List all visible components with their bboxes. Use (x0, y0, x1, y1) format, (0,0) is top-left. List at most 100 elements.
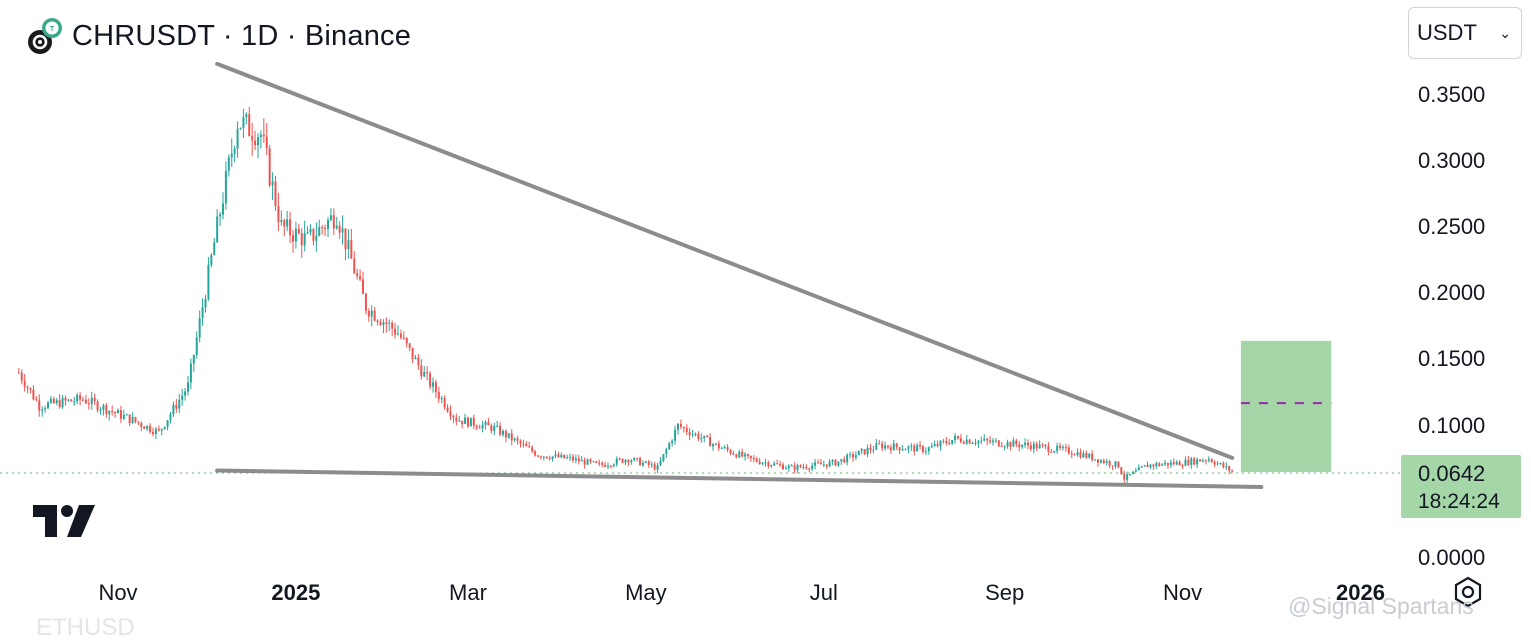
candle-body (17, 372, 20, 374)
candle-body (402, 337, 405, 339)
candle-body (420, 365, 423, 377)
candle-body (341, 228, 344, 233)
candle-body (1169, 462, 1172, 466)
price-tick-label: 0.1500 (1418, 346, 1486, 372)
candle-body (440, 398, 443, 400)
candle-body (1190, 458, 1193, 466)
candle-body (799, 465, 802, 468)
candle-body (484, 421, 487, 425)
candle-body (516, 438, 519, 441)
candle-body (697, 433, 700, 440)
candle-body (262, 134, 265, 137)
candle-body (1184, 459, 1187, 466)
candle-body (251, 136, 254, 141)
candle-body (694, 433, 697, 435)
candle-body (338, 225, 341, 233)
candle-body (29, 387, 32, 390)
candle-body (1164, 462, 1167, 465)
candle-body (207, 264, 210, 299)
candle-body (744, 454, 747, 457)
candle-body (128, 414, 131, 424)
candle-body (184, 391, 187, 396)
candle-body (1201, 460, 1204, 462)
trendline-upper[interactable] (215, 61, 1235, 460)
candle-body (962, 442, 965, 444)
candle-body (35, 399, 38, 401)
candle-body (1061, 447, 1064, 449)
candle-body (166, 420, 169, 427)
candle-body (776, 463, 779, 465)
candle-body (172, 404, 175, 415)
candle-body (434, 382, 437, 393)
candle-body (364, 293, 367, 311)
candle-body (767, 462, 770, 467)
projection-box[interactable] (1240, 340, 1332, 472)
candle-body (291, 235, 294, 242)
candle-body (898, 447, 901, 451)
candle-body (1085, 452, 1088, 458)
candle-body (82, 399, 85, 401)
time-tick-label: 2025 (271, 580, 321, 605)
candle-body (601, 463, 604, 465)
candle-body (464, 417, 467, 424)
candle-body (169, 414, 172, 421)
candle-body (811, 465, 814, 469)
candle-body (609, 465, 612, 467)
candle-body (1067, 447, 1070, 454)
trendline-lower[interactable] (215, 468, 1264, 490)
candle-body (849, 454, 852, 456)
candle-body (846, 454, 849, 463)
candle-body (449, 411, 452, 417)
candle-body (376, 320, 379, 323)
candle-body (604, 464, 607, 467)
candle-body (930, 446, 933, 448)
candle-body (52, 398, 55, 404)
candle-body (720, 447, 723, 449)
candle-body (569, 456, 572, 458)
time-tick-label: Nov (1162, 580, 1203, 605)
candle-body (872, 449, 875, 451)
candle-body (79, 394, 82, 400)
candle-body (1199, 459, 1202, 462)
candle-body (119, 410, 122, 419)
candle-body (1137, 467, 1140, 471)
price-tick-label: 0.2000 (1418, 280, 1486, 306)
candle-body (1152, 464, 1155, 467)
candle-body (201, 307, 204, 319)
currency-value: USDT (1417, 20, 1477, 45)
candle-body (881, 443, 884, 449)
candle-body (1175, 461, 1178, 465)
candle-body (157, 428, 160, 431)
gear-icon[interactable] (1452, 576, 1484, 608)
candle-body (548, 458, 551, 460)
candle-body (989, 440, 992, 443)
candle-body (974, 442, 977, 444)
time-tick-label: May (625, 580, 667, 605)
candle-body (283, 220, 286, 227)
candle-body (997, 440, 1000, 447)
candle-body (1193, 458, 1196, 465)
candle-body (738, 451, 741, 458)
candle-body (959, 438, 962, 443)
candle-body (1038, 444, 1041, 449)
candle-body (146, 425, 149, 429)
candle-body (711, 444, 714, 447)
candle-body (1073, 454, 1076, 456)
tradingview-logo-icon[interactable] (33, 505, 95, 542)
candle-body (513, 438, 516, 441)
candle-body (286, 219, 289, 227)
candle-body (122, 414, 125, 419)
symbol-title[interactable]: CHRUSDT · 1D · Binance (72, 19, 412, 52)
candle-body (784, 468, 787, 470)
candle-body (653, 464, 656, 470)
currency-select[interactable]: USDT ⌄ (1408, 7, 1522, 59)
candle-body (58, 400, 61, 408)
candle-body (32, 389, 35, 400)
candle-body (1094, 459, 1097, 461)
candle-body (151, 431, 154, 434)
candle-body (1204, 460, 1207, 462)
candle-body (300, 233, 303, 246)
candle-body (863, 449, 866, 455)
candle-body (924, 451, 927, 453)
